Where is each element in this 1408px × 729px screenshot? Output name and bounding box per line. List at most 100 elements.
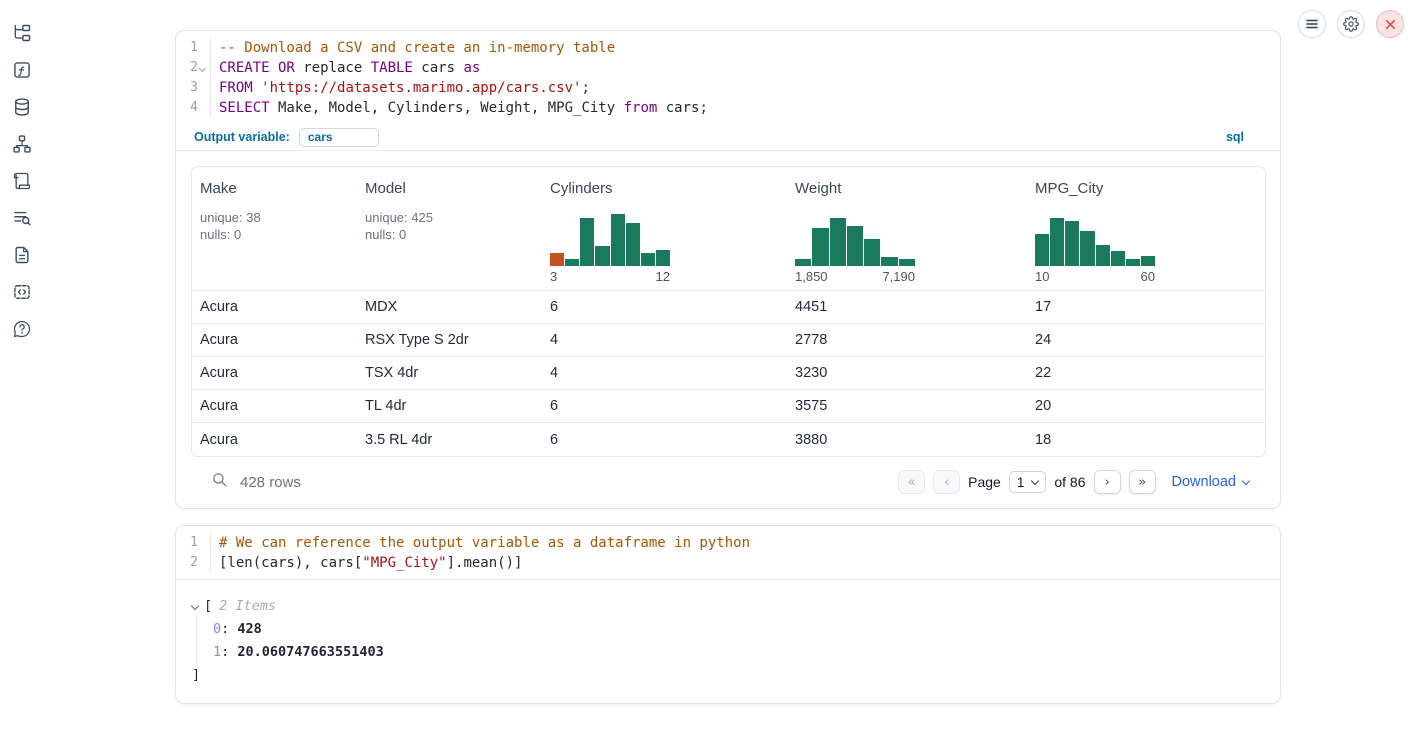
column-header-mpg_city[interactable]: MPG_City1060 (1027, 167, 1266, 290)
settings-gear-button[interactable] (1337, 10, 1365, 38)
tree-entry-index: 0 (213, 621, 221, 637)
language-badge: sql (1226, 130, 1244, 144)
table-cell: 20 (1027, 398, 1266, 414)
code-line[interactable]: 4SELECT Make, Model, Cylinders, Weight, … (176, 98, 1280, 118)
code-line[interactable]: 1-- Download a CSV and create an in-memo… (176, 38, 1280, 58)
code-text: # We can reference the output variable a… (211, 533, 750, 553)
fold-gutter[interactable] (198, 58, 211, 78)
download-button[interactable]: Download (1172, 474, 1250, 490)
table-cell: 6 (542, 299, 787, 315)
column-stats: unique: 425nulls: 0 (365, 209, 534, 243)
first-page-button[interactable]: « (898, 470, 925, 494)
data-sources-icon[interactable] (11, 96, 33, 118)
histogram-bar (1126, 259, 1140, 266)
column-header-model[interactable]: Modelunique: 425nulls: 0 (357, 167, 542, 290)
table-row: AcuraMDX6445117 (192, 291, 1265, 324)
sql-code-editor[interactable]: 1-- Download a CSV and create an in-memo… (176, 31, 1280, 124)
fold-chevron-icon[interactable] (199, 65, 205, 71)
table-cell: 18 (1027, 432, 1266, 448)
column-header-make[interactable]: Makeunique: 38nulls: 0 (192, 167, 357, 290)
table-cell: 6 (542, 432, 787, 448)
tree-entries: 0: 4281: 20.060747663551403 (196, 618, 1280, 664)
table-cell: Acura (192, 365, 357, 381)
histogram-bar (626, 223, 640, 266)
table-cell: MDX (357, 299, 542, 315)
line-number: 4 (176, 98, 198, 118)
table-cell: 4451 (787, 299, 1027, 315)
close-button[interactable] (1376, 10, 1404, 38)
code-line[interactable]: 3 FROM 'https://datasets.marimo.app/cars.… (176, 78, 1280, 98)
code-text: -- Download a CSV and create an in-memor… (211, 38, 615, 58)
table-footer: 428 rows « ‹ Page 1 of 86 › » Download (191, 457, 1265, 508)
table-cell: 22 (1027, 365, 1266, 381)
table-cell: 3.5 RL 4dr (357, 432, 542, 448)
menu-button[interactable] (1298, 10, 1326, 38)
histogram-bar (1065, 221, 1079, 266)
fold-gutter (198, 553, 211, 573)
histogram-bar (881, 257, 897, 266)
line-number: 3 (176, 78, 198, 98)
table-cell: RSX Type S 2dr (357, 332, 542, 348)
histogram-bar (595, 246, 609, 266)
dependency-graph-icon[interactable] (11, 133, 33, 155)
column-histogram: 1060 (1035, 212, 1155, 284)
code-text: [len(cars), cars["MPG_City"].mean()] (211, 553, 522, 573)
table-row: AcuraTSX 4dr4323022 (192, 357, 1265, 390)
table-cell: Acura (192, 432, 357, 448)
search-icon[interactable] (211, 471, 228, 493)
table-cell: 6 (542, 398, 787, 414)
scratchpad-icon[interactable] (11, 170, 33, 192)
tree-collapse-icon[interactable] (191, 601, 199, 609)
last-page-button[interactable]: » (1129, 470, 1156, 494)
table-body: AcuraMDX6445117AcuraRSX Type S 2dr427782… (192, 291, 1265, 456)
pagination: « ‹ Page 1 of 86 › » Download (898, 470, 1249, 494)
column-label: Cylinders (550, 180, 779, 197)
functions-icon[interactable] (11, 59, 33, 81)
page-select[interactable]: 1 (1009, 471, 1047, 493)
code-text: FROM 'https://datasets.marimo.app/cars.c… (211, 78, 590, 98)
histogram-bar (847, 226, 863, 266)
table-cell: Acura (192, 332, 357, 348)
output-variable-label: Output variable: (194, 130, 290, 144)
code-text: CREATE OR replace TABLE cars as (211, 58, 480, 78)
tree-open-bracket: [ (204, 595, 212, 618)
help-icon[interactable] (11, 318, 33, 340)
tree-items-count: 2 Items (219, 595, 276, 618)
histogram-axis-labels: 312 (550, 269, 670, 284)
output-variable-input[interactable] (299, 128, 379, 147)
python-cell-output: [ 2 Items 0: 4281: 20.060747663551403 ] (176, 580, 1280, 703)
chevron-down-icon (1031, 476, 1039, 484)
histogram-bar (656, 250, 670, 266)
table-header: Makeunique: 38nulls: 0Modelunique: 425nu… (192, 167, 1265, 291)
histogram-bar (812, 228, 828, 266)
line-number: 1 (176, 533, 198, 553)
column-header-cylinders[interactable]: Cylinders 312 (542, 167, 787, 290)
page-label: Page (968, 474, 1001, 490)
logs-icon[interactable] (11, 207, 33, 229)
page-total-label: of 86 (1054, 474, 1085, 490)
documentation-icon[interactable] (11, 244, 33, 266)
histogram-bar (1035, 234, 1049, 266)
next-page-button[interactable]: › (1094, 470, 1121, 494)
column-header-weight[interactable]: Weight1,8507,190 (787, 167, 1027, 290)
column-histogram: 1,8507,190 (795, 212, 915, 284)
table-cell: 2778 (787, 332, 1027, 348)
tree-entry-index: 1 (213, 644, 221, 660)
snippets-icon[interactable] (11, 281, 33, 303)
sql-cell-output: Makeunique: 38nulls: 0Modelunique: 425nu… (176, 151, 1280, 508)
code-line[interactable]: 2[len(cars), cars["MPG_City"].mean()] (176, 553, 1280, 573)
column-stats: unique: 38nulls: 0 (200, 209, 349, 243)
histogram-bar (580, 218, 594, 266)
data-table: Makeunique: 38nulls: 0Modelunique: 425nu… (191, 166, 1266, 457)
fold-gutter (198, 533, 211, 553)
file-explorer-icon[interactable] (11, 22, 33, 44)
histogram-axis-labels: 1060 (1035, 269, 1155, 284)
helper-sidebar (0, 0, 44, 729)
histogram-bar (830, 218, 846, 266)
tree-entry-value: 428 (237, 621, 261, 637)
python-code-editor[interactable]: 1 # We can reference the output variable … (176, 526, 1280, 580)
code-line[interactable]: 2CREATE OR replace TABLE cars as (176, 58, 1280, 78)
code-line[interactable]: 1 # We can reference the output variable … (176, 533, 1280, 553)
previous-page-button[interactable]: ‹ (933, 470, 960, 494)
histogram-bar (550, 253, 564, 266)
